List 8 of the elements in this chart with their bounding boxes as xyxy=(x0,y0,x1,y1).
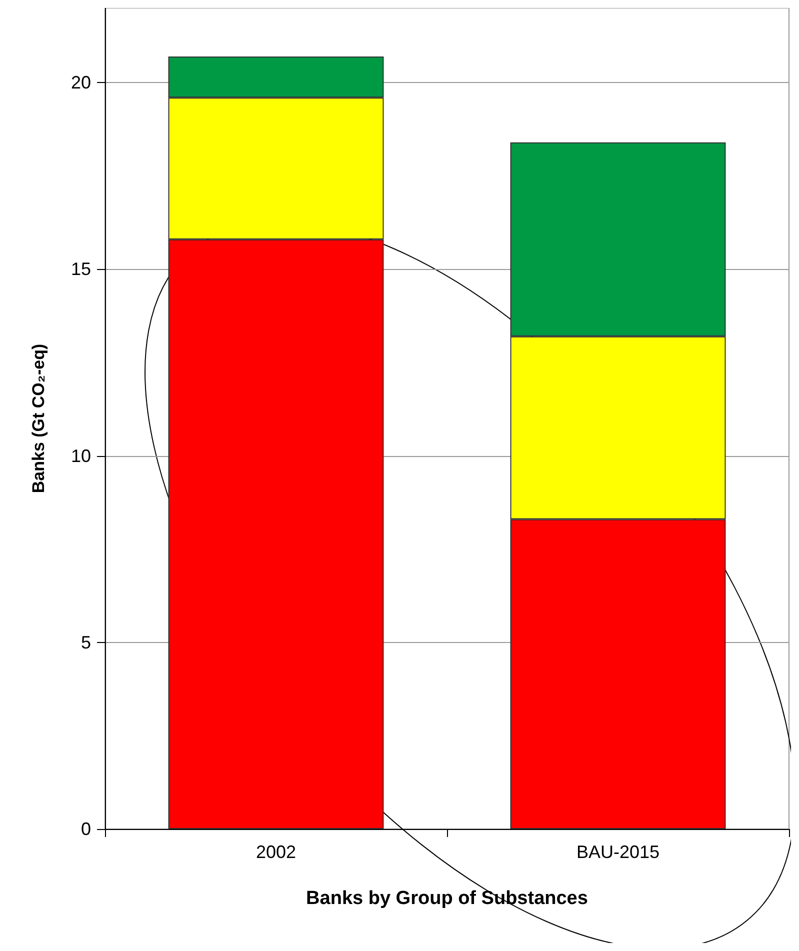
x-tick-label: 2002 xyxy=(256,842,296,862)
y-tick-label: 5 xyxy=(80,632,91,652)
y-axis-title: Banks (Gt CO₂-eq) xyxy=(29,344,48,494)
y-tick-label: 0 xyxy=(80,819,91,839)
y-tick-label: 10 xyxy=(70,446,91,466)
y-tick-label: 20 xyxy=(70,72,91,93)
x-tick-label: BAU-2015 xyxy=(576,842,660,862)
y-tick-label: 15 xyxy=(70,259,91,280)
